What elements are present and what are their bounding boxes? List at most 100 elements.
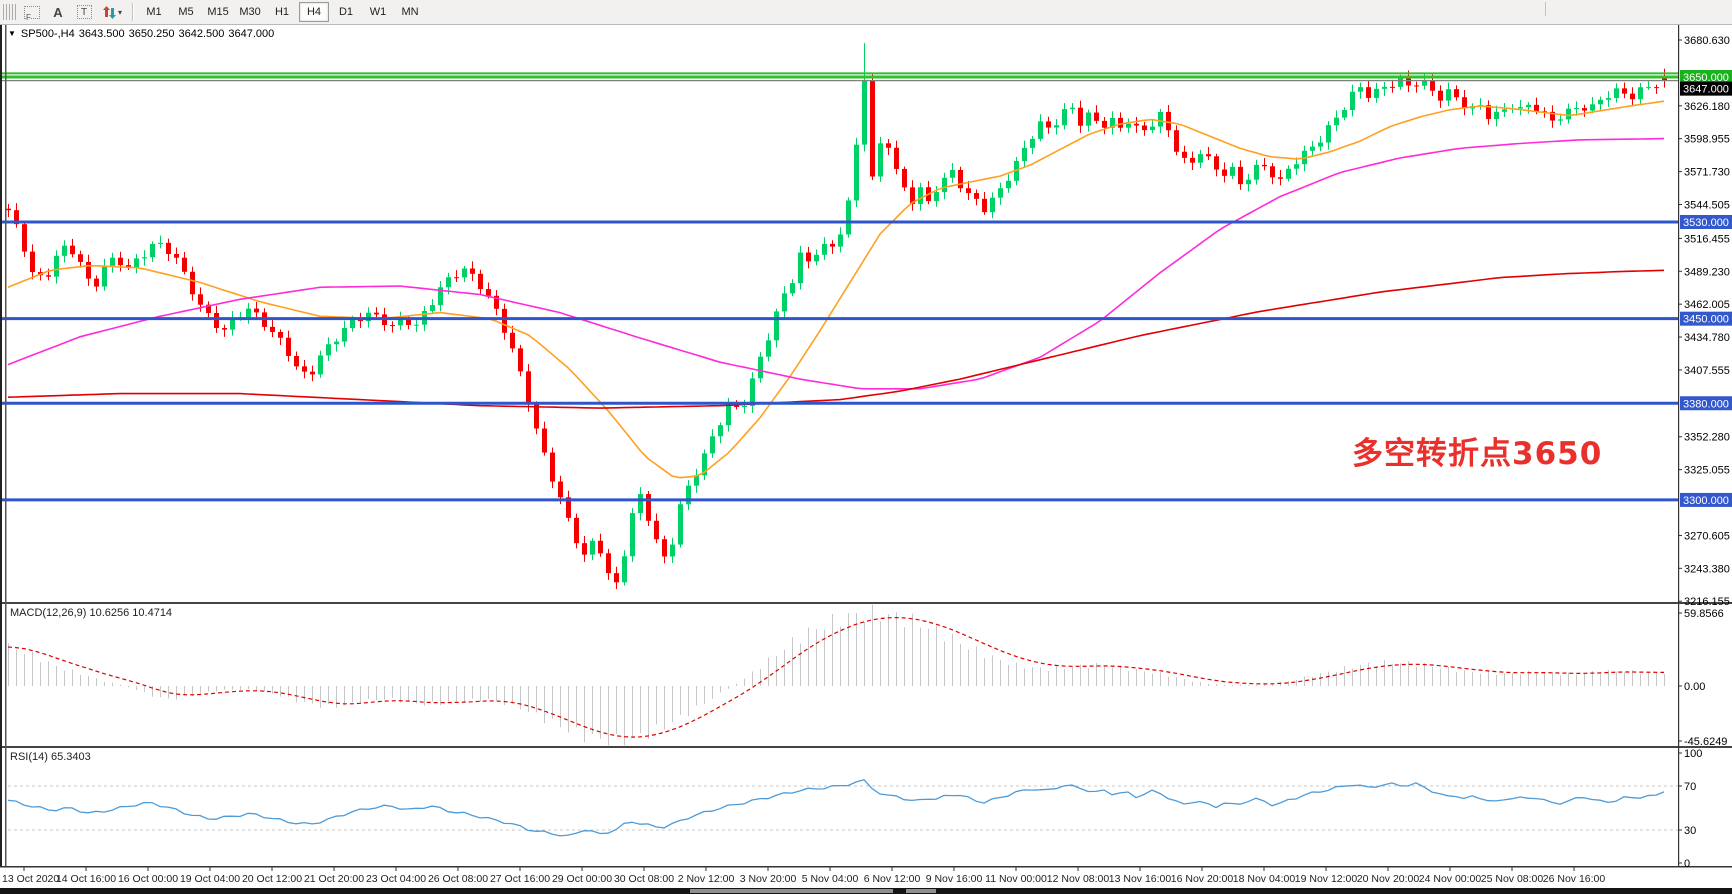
candles <box>6 43 1667 590</box>
svg-text:24 Nov 00:00: 24 Nov 00:00 <box>1419 873 1482 885</box>
svg-text:23 Oct 04:00: 23 Oct 04:00 <box>366 873 426 885</box>
svg-text:3 Nov 20:00: 3 Nov 20:00 <box>740 873 797 885</box>
svg-text:19 Nov 12:00: 19 Nov 12:00 <box>1295 873 1358 885</box>
moving-averages <box>7 100 1665 479</box>
svg-text:3325.055: 3325.055 <box>1684 465 1730 477</box>
svg-text:20 Oct 12:00: 20 Oct 12:00 <box>242 873 302 885</box>
svg-text:30 Oct 08:00: 30 Oct 08:00 <box>614 873 674 885</box>
svg-text:3216.155: 3216.155 <box>1684 596 1730 608</box>
timeframe-h1-button[interactable]: H1 <box>267 2 297 22</box>
level-badge-3450[interactable]: 3450.000 <box>1680 311 1732 326</box>
svg-text:9 Nov 16:00: 9 Nov 16:00 <box>926 873 983 885</box>
svg-text:13 Oct 2020: 13 Oct 2020 <box>2 873 59 885</box>
cursor-select-button[interactable]: A <box>46 2 70 22</box>
svg-text:3571.730: 3571.730 <box>1684 167 1730 179</box>
svg-text:RSI(14) 65.3403: RSI(14) 65.3403 <box>10 751 91 763</box>
svg-text:12 Nov 08:00: 12 Nov 08:00 <box>1047 873 1110 885</box>
level-badge-3530[interactable]: 3530.000 <box>1680 215 1732 230</box>
svg-text:70: 70 <box>1684 781 1696 793</box>
svg-text:MACD(12,26,9) 10.6256 10.4714: MACD(12,26,9) 10.6256 10.4714 <box>10 607 172 619</box>
timeframe-d1-button[interactable]: D1 <box>331 2 361 22</box>
timeframe-m5-button[interactable]: M5 <box>171 2 201 22</box>
high-value: 3650.250 <box>128 28 175 40</box>
svg-text:11 Nov 00:00: 11 Nov 00:00 <box>985 873 1047 885</box>
svg-text:18 Nov 04:00: 18 Nov 04:00 <box>1233 873 1296 885</box>
collapse-triangle-icon[interactable]: ▼ <box>8 29 16 38</box>
symbol-period-label: SP500-,H4 <box>20 28 75 40</box>
rsi-panel: RSI(14) 65.3403 100 70 30 0 <box>7 748 1702 870</box>
svg-text:0: 0 <box>1684 858 1690 870</box>
svg-text:16 Oct 00:00: 16 Oct 00:00 <box>118 873 178 885</box>
level-badge-3380[interactable]: 3380.000 <box>1680 396 1732 411</box>
svg-text:3352.280: 3352.280 <box>1684 432 1730 444</box>
svg-text:3380.000: 3380.000 <box>1683 398 1729 410</box>
svg-text:3598.955: 3598.955 <box>1684 134 1730 146</box>
svg-text:3270.605: 3270.605 <box>1684 530 1730 542</box>
timeframe-m30-button[interactable]: M30 <box>235 2 265 22</box>
svg-text:3650.000: 3650.000 <box>1683 72 1729 84</box>
level-badge-3300[interactable]: 3300.000 <box>1680 492 1732 507</box>
svg-text:3530.000: 3530.000 <box>1683 217 1729 229</box>
rsi-line <box>7 778 1665 837</box>
svg-text:29 Oct 00:00: 29 Oct 00:00 <box>552 873 612 885</box>
ma-fast-orange <box>7 100 1665 479</box>
text-label-button[interactable]: T <box>72 2 96 22</box>
svg-text:30: 30 <box>1684 825 1696 837</box>
svg-text:26 Nov 16:00: 26 Nov 16:00 <box>1543 873 1606 885</box>
svg-text:59.8566: 59.8566 <box>1684 608 1724 620</box>
svg-text:3450.000: 3450.000 <box>1683 314 1729 326</box>
svg-text:3647.000: 3647.000 <box>1683 84 1729 96</box>
toolbar-drag-handle[interactable] <box>3 4 17 20</box>
svg-text:0.00: 0.00 <box>1684 681 1705 693</box>
svg-text:3680.630: 3680.630 <box>1684 35 1730 47</box>
drawing-objects-button[interactable]: ▾ <box>98 2 126 22</box>
close-value: 3647.000 <box>228 28 275 40</box>
svg-text:26 Oct 08:00: 26 Oct 08:00 <box>428 873 488 885</box>
current-price-badge[interactable]: 3647.000 <box>1680 81 1732 96</box>
svg-text:3300.000: 3300.000 <box>1683 495 1729 507</box>
svg-text:27 Oct 16:00: 27 Oct 16:00 <box>490 873 550 885</box>
svg-text:2 Nov 12:00: 2 Nov 12:00 <box>678 873 735 885</box>
chevron-down-icon: ▾ <box>118 7 123 17</box>
svg-text:-45.6249: -45.6249 <box>1684 736 1727 748</box>
svg-text:16 Nov 20:00: 16 Nov 20:00 <box>1171 873 1234 885</box>
svg-text:19 Oct 04:00: 19 Oct 04:00 <box>180 873 240 885</box>
open-value: 3643.500 <box>78 28 125 40</box>
svg-text:3462.005: 3462.005 <box>1684 299 1730 311</box>
svg-text:25 Nov 08:00: 25 Nov 08:00 <box>1481 873 1544 885</box>
low-value: 3642.500 <box>178 28 225 40</box>
timeframe-w1-button[interactable]: W1 <box>363 2 393 22</box>
horizontal-lines[interactable] <box>0 72 1678 502</box>
bottom-strip <box>0 888 1732 894</box>
text-tool-icon: T <box>76 5 92 19</box>
macd-signal-line <box>7 616 1665 738</box>
svg-text:100: 100 <box>1684 748 1702 760</box>
chart-annotation-text[interactable]: 多空转折点3650 <box>1352 436 1603 472</box>
letter-a-icon: A <box>53 4 63 20</box>
svg-text:20 Nov 20:00: 20 Nov 20:00 <box>1357 873 1420 885</box>
price-axis: 3680.630 3626.180 3598.955 3571.730 3544.505… <box>1678 35 1730 608</box>
timeframe-h4-button[interactable]: H4 <box>299 2 330 22</box>
ma-mid-magenta <box>7 137 1665 390</box>
svg-text:3626.180: 3626.180 <box>1684 101 1730 113</box>
svg-text:13 Nov 16:00: 13 Nov 16:00 <box>1109 873 1172 885</box>
chart-ohlc-header: ▼ SP500-,H4 3643.500 3650.250 3642.500 3647.0… <box>8 28 278 40</box>
frame-icon: F <box>24 5 40 22</box>
timeframe-mn-button[interactable]: MN <box>395 2 425 22</box>
price-badges[interactable]: 3650.000 3530.000 3450.000 3380.000 3300.000… <box>1680 70 1732 507</box>
svg-text:3489.230: 3489.230 <box>1684 266 1730 278</box>
toolbar-separator-right <box>1545 2 1546 16</box>
svg-text:3516.455: 3516.455 <box>1684 233 1730 245</box>
timeframe-m15-button[interactable]: M15 <box>203 2 233 22</box>
svg-text:14 Oct 16:00: 14 Oct 16:00 <box>56 873 116 885</box>
chart-frame-button[interactable]: F <box>20 2 44 22</box>
svg-text:3407.555: 3407.555 <box>1684 365 1730 377</box>
macd-panel: MACD(12,26,9) 10.6256 10.4714 59.8566 0.00… <box>7 604 1727 748</box>
toolbar: F A T ▾ M1 M5 M15 M30 H1 H4 D1 W1 MN <box>0 0 1732 25</box>
toolbar-separator <box>132 3 134 21</box>
timeframe-m1-button[interactable]: M1 <box>139 2 169 22</box>
svg-text:3544.505: 3544.505 <box>1684 199 1730 211</box>
level-badge-3650[interactable]: 3650.000 <box>1680 70 1732 85</box>
